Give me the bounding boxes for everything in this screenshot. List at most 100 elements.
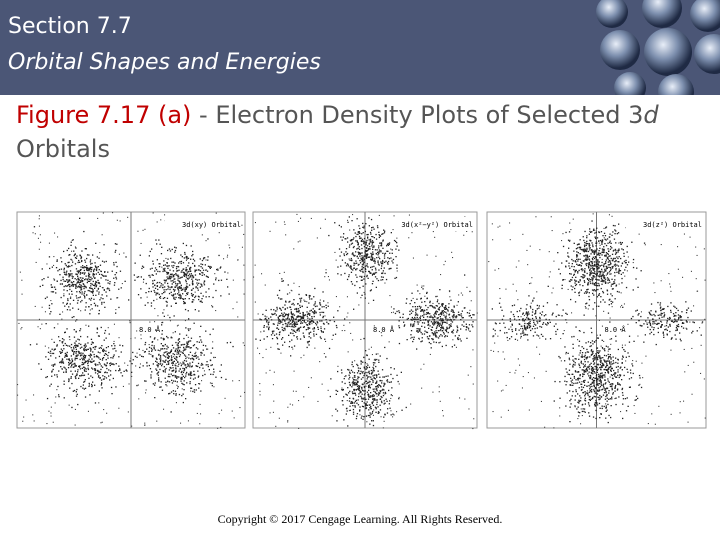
density-dot (295, 390, 297, 392)
density-dot (603, 271, 605, 273)
density-dot (357, 244, 359, 246)
density-dot (424, 301, 426, 303)
density-dot (50, 415, 52, 417)
density-dot (615, 260, 617, 262)
density-dot (195, 287, 197, 289)
density-dot (121, 283, 123, 285)
density-dot (431, 329, 433, 331)
density-dot (74, 346, 77, 348)
density-dot (281, 326, 283, 329)
density-dot (622, 306, 624, 308)
density-dot (376, 385, 379, 387)
density-dot (291, 321, 293, 324)
density-dot (617, 257, 619, 260)
density-dot (104, 332, 106, 334)
density-dot (88, 384, 90, 386)
density-dot (263, 330, 265, 332)
density-dot (325, 304, 327, 306)
density-dot (586, 235, 588, 237)
density-dot (221, 409, 223, 411)
density-dot (363, 394, 366, 396)
density-dot (76, 255, 78, 257)
density-dot (357, 404, 360, 406)
density-dot (171, 375, 174, 377)
density-dot (182, 352, 184, 354)
density-dot (356, 383, 358, 386)
density-dot (73, 389, 76, 392)
density-dot (599, 398, 601, 400)
density-dot (361, 266, 363, 268)
density-dot (595, 265, 597, 268)
density-dot (586, 254, 588, 256)
density-dot (466, 337, 468, 339)
density-dot (620, 273, 622, 275)
density-dot (624, 262, 627, 264)
density-dot (326, 321, 328, 323)
density-dot (74, 364, 76, 366)
density-dot (436, 336, 438, 338)
density-dot (308, 341, 310, 343)
density-dot (81, 260, 83, 262)
density-dot (433, 322, 435, 324)
density-dot (180, 262, 182, 265)
density-dot (441, 330, 443, 332)
density-dot (345, 248, 348, 250)
density-dot (190, 337, 193, 339)
density-dot (606, 257, 609, 260)
density-dot (169, 316, 171, 319)
density-dot (243, 293, 245, 295)
density-dot (372, 362, 375, 364)
density-dot (365, 380, 368, 382)
density-dot (164, 360, 166, 362)
density-dot (615, 403, 617, 406)
density-dot (82, 387, 84, 389)
density-dot (602, 250, 604, 252)
density-dot (571, 265, 573, 268)
density-dot (610, 257, 612, 260)
density-dot (160, 343, 162, 345)
density-dot (576, 251, 578, 253)
density-dot (85, 278, 87, 280)
density-dot (637, 286, 639, 288)
density-dot (220, 376, 223, 379)
density-dot (164, 351, 166, 353)
density-dot (203, 282, 205, 284)
density-dot (206, 361, 208, 363)
density-dot (170, 273, 173, 276)
density-dot (364, 297, 366, 299)
density-dot (170, 337, 172, 339)
density-dot (586, 240, 588, 242)
density-dot (180, 260, 183, 263)
density-dot (115, 363, 117, 365)
density-dot (161, 322, 163, 324)
density-dot (75, 350, 77, 353)
density-dot (83, 294, 85, 296)
density-dot (84, 357, 86, 359)
density-dot (63, 380, 65, 382)
density-dot (569, 267, 571, 269)
density-dot (64, 285, 67, 287)
density-dot (605, 369, 608, 371)
density-dot (70, 347, 72, 349)
density-dot (132, 351, 134, 354)
density-dot (153, 345, 155, 347)
density-dot (187, 365, 189, 367)
density-dot (579, 239, 581, 241)
density-dot (547, 285, 549, 287)
density-dot (344, 376, 346, 378)
density-dot (321, 331, 323, 333)
density-dot (299, 304, 301, 307)
density-dot (373, 265, 375, 268)
density-dot (60, 348, 62, 350)
density-dot (305, 294, 307, 296)
density-dot (94, 265, 97, 267)
density-dot (372, 241, 375, 243)
density-dot (430, 304, 432, 307)
density-dot (592, 250, 595, 252)
density-dot (362, 376, 364, 379)
density-dot (171, 382, 174, 384)
density-dot (360, 360, 362, 362)
density-dot (358, 395, 360, 398)
density-dot (174, 281, 176, 283)
density-dot (83, 230, 85, 233)
